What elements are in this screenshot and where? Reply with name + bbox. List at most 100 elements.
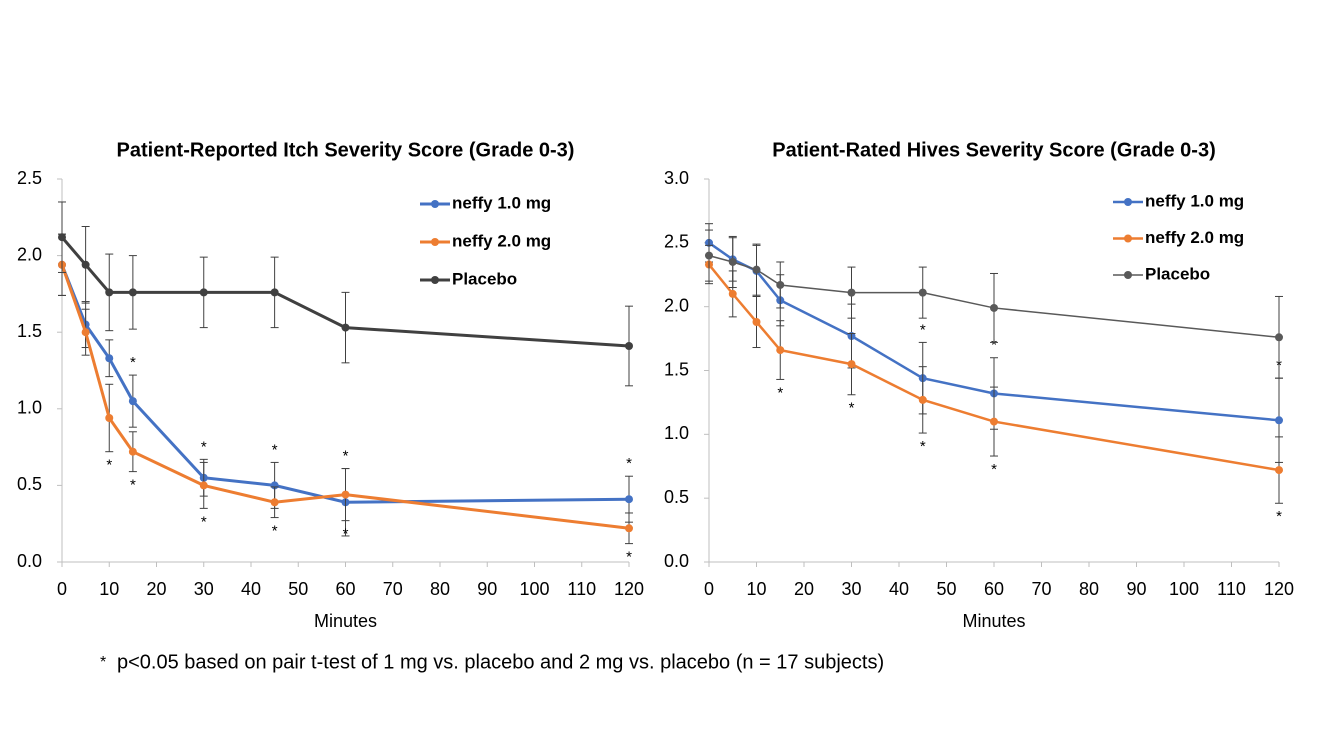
significance-marker: * xyxy=(343,526,349,543)
legend-label: neffy 2.0 mg xyxy=(452,231,551,250)
legend-dot xyxy=(1124,198,1132,206)
point xyxy=(990,303,998,312)
series-line xyxy=(708,254,1280,339)
point xyxy=(341,323,350,332)
x-tick-label: 120 xyxy=(614,579,644,599)
significance-marker: * xyxy=(777,384,783,401)
significance-marker: * xyxy=(626,455,632,472)
legend-dot xyxy=(431,200,439,208)
x-tick-label: 120 xyxy=(1264,579,1294,599)
point xyxy=(728,289,737,298)
x-tick-label: 90 xyxy=(1126,579,1146,599)
x-tick-label: 110 xyxy=(567,579,596,599)
point xyxy=(625,341,633,350)
y-tick-label: 0.0 xyxy=(664,551,689,571)
y-tick-label: 0.5 xyxy=(664,487,689,507)
y-tick-label: 2.5 xyxy=(17,168,42,188)
x-tick-label: 100 xyxy=(1169,579,1199,599)
significance-marker: * xyxy=(106,457,112,474)
x-tick-label: 10 xyxy=(746,579,766,599)
y-tick-label: 2.0 xyxy=(17,244,42,264)
x-tick-label: 30 xyxy=(841,579,861,599)
point xyxy=(58,233,66,242)
point xyxy=(1275,333,1283,342)
x-tick-label: 60 xyxy=(335,579,355,599)
significance-marker: * xyxy=(272,523,278,540)
legend-dot xyxy=(1124,234,1132,243)
point xyxy=(752,265,761,274)
significance-marker: * xyxy=(991,337,997,354)
x-tick-label: 90 xyxy=(477,579,497,599)
significance-marker: * xyxy=(626,549,632,566)
footnote: p<0.05 based on pair t-test of 1 mg vs. … xyxy=(117,651,884,673)
point xyxy=(918,395,927,404)
point xyxy=(847,360,856,369)
point xyxy=(728,257,737,266)
point xyxy=(776,346,785,355)
x-tick-label: 20 xyxy=(794,579,814,599)
y-tick-label: 0.0 xyxy=(17,551,42,571)
point xyxy=(270,498,279,507)
legend-dot xyxy=(431,238,439,246)
x-tick-label: 0 xyxy=(704,579,714,599)
significance-marker: * xyxy=(130,477,136,494)
y-tick-label: 1.5 xyxy=(17,321,42,341)
significance-marker: * xyxy=(201,438,207,455)
x-axis-label: Minutes xyxy=(314,611,377,631)
x-axis-label: Minutes xyxy=(962,611,1025,631)
significance-marker: * xyxy=(201,513,207,530)
x-tick-label: 50 xyxy=(288,579,308,599)
x-tick-label: 80 xyxy=(1079,579,1099,599)
y-tick-label: 1.0 xyxy=(664,423,689,443)
y-tick-label: 1.5 xyxy=(664,359,689,379)
point xyxy=(128,288,137,297)
x-tick-label: 100 xyxy=(519,579,549,599)
y-tick-label: 0.5 xyxy=(17,474,42,494)
point xyxy=(918,288,927,297)
point xyxy=(1275,416,1283,425)
chart-title: Patient-Rated Hives Severity Score (Grad… xyxy=(772,139,1216,161)
point xyxy=(705,251,713,260)
significance-marker: * xyxy=(1276,508,1282,525)
x-tick-label: 50 xyxy=(936,579,956,599)
y-tick-label: 2.0 xyxy=(664,295,689,315)
series-line xyxy=(708,263,1280,472)
legend-dot xyxy=(1124,271,1132,279)
significance-marker: * xyxy=(991,461,997,478)
point xyxy=(128,397,137,406)
significance-marker: * xyxy=(920,321,926,338)
point xyxy=(625,524,633,533)
point xyxy=(81,328,90,337)
point xyxy=(199,481,208,490)
x-tick-label: 20 xyxy=(146,579,166,599)
legend-dot xyxy=(431,276,439,284)
point xyxy=(847,288,856,297)
significance-marker: * xyxy=(272,441,278,458)
series-line xyxy=(708,241,1280,422)
point xyxy=(105,288,114,297)
series-line xyxy=(60,236,630,348)
x-tick-label: 10 xyxy=(99,579,119,599)
y-tick-label: 3.0 xyxy=(664,168,689,188)
legend-label: Placebo xyxy=(1145,264,1210,283)
x-tick-label: 30 xyxy=(194,579,214,599)
point xyxy=(199,288,208,297)
legend-label: Placebo xyxy=(452,269,517,288)
x-tick-label: 40 xyxy=(241,579,261,599)
point xyxy=(105,413,114,422)
footnote-marker: * xyxy=(100,654,106,671)
point xyxy=(341,490,350,499)
point xyxy=(776,280,785,289)
series-line xyxy=(60,264,630,530)
x-tick-label: 110 xyxy=(1217,579,1246,599)
point xyxy=(128,447,137,456)
chart-title: Patient-Reported Itch Severity Score (Gr… xyxy=(117,139,575,161)
significance-marker: * xyxy=(343,448,349,465)
x-tick-label: 70 xyxy=(383,579,403,599)
series-line xyxy=(60,264,630,504)
y-tick-label: 1.0 xyxy=(17,398,42,418)
x-tick-label: 0 xyxy=(57,579,67,599)
point xyxy=(990,417,998,426)
x-tick-label: 60 xyxy=(984,579,1004,599)
